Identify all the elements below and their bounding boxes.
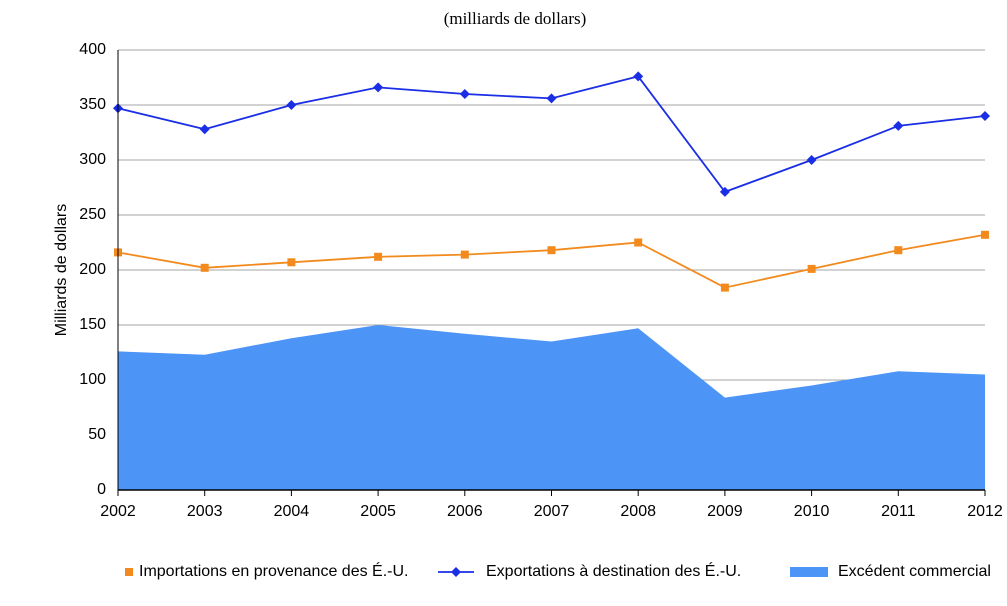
marker	[287, 258, 296, 267]
marker	[981, 230, 989, 239]
marker	[719, 186, 730, 197]
marker	[374, 252, 383, 261]
x-tick-label: 2008	[620, 503, 656, 520]
y-axis-label: Milliards de dollars	[53, 204, 70, 337]
y-tick-label: 150	[79, 316, 106, 333]
x-tick-label: 2007	[534, 503, 570, 520]
y-tick-label: 200	[79, 261, 106, 278]
y-tick-label: 50	[88, 426, 106, 443]
x-tick-label: 2010	[794, 503, 830, 520]
marker	[200, 263, 209, 272]
legend-label: Excédent commercial	[838, 563, 991, 580]
marker	[460, 250, 469, 259]
marker	[633, 71, 644, 82]
marker	[373, 82, 384, 93]
y-tick-label: 300	[79, 151, 106, 168]
marker	[286, 100, 297, 110]
x-tick-label: 2012	[967, 503, 1003, 520]
y-tick-label: 100	[79, 371, 106, 388]
y-tick-label: 350	[79, 96, 106, 113]
marker	[893, 120, 904, 131]
legend-swatch	[125, 568, 133, 576]
y-tick-label: 400	[79, 41, 106, 58]
line	[117, 233, 986, 289]
x-tick-label: 2006	[447, 503, 483, 520]
x-tick-label: 2005	[360, 503, 396, 520]
x-tick-label: 2011	[881, 503, 916, 520]
marker	[546, 93, 557, 104]
marker	[894, 246, 903, 255]
y-tick-label: 250	[79, 206, 106, 223]
y-tick-label: 0	[97, 481, 106, 498]
x-tick-label: 2004	[274, 503, 310, 520]
x-tick-label: 2003	[187, 503, 223, 520]
legend-swatch	[451, 567, 461, 577]
chart-title: (milliards de dollars)	[444, 9, 587, 28]
marker	[634, 238, 643, 247]
marker	[459, 89, 470, 99]
legend-swatch	[790, 567, 828, 577]
x-tick-label: 2002	[100, 503, 136, 520]
x-tick-label: 2009	[707, 503, 743, 520]
legend-label: Importations en provenance des É.-U.	[139, 561, 408, 580]
marker	[199, 124, 210, 135]
area	[118, 325, 985, 490]
marker	[807, 264, 816, 273]
marker	[547, 246, 556, 255]
marker	[720, 283, 729, 292]
marker	[806, 155, 817, 165]
legend-label: Exportations à destination des É.-U.	[486, 561, 741, 580]
marker	[980, 111, 990, 121]
